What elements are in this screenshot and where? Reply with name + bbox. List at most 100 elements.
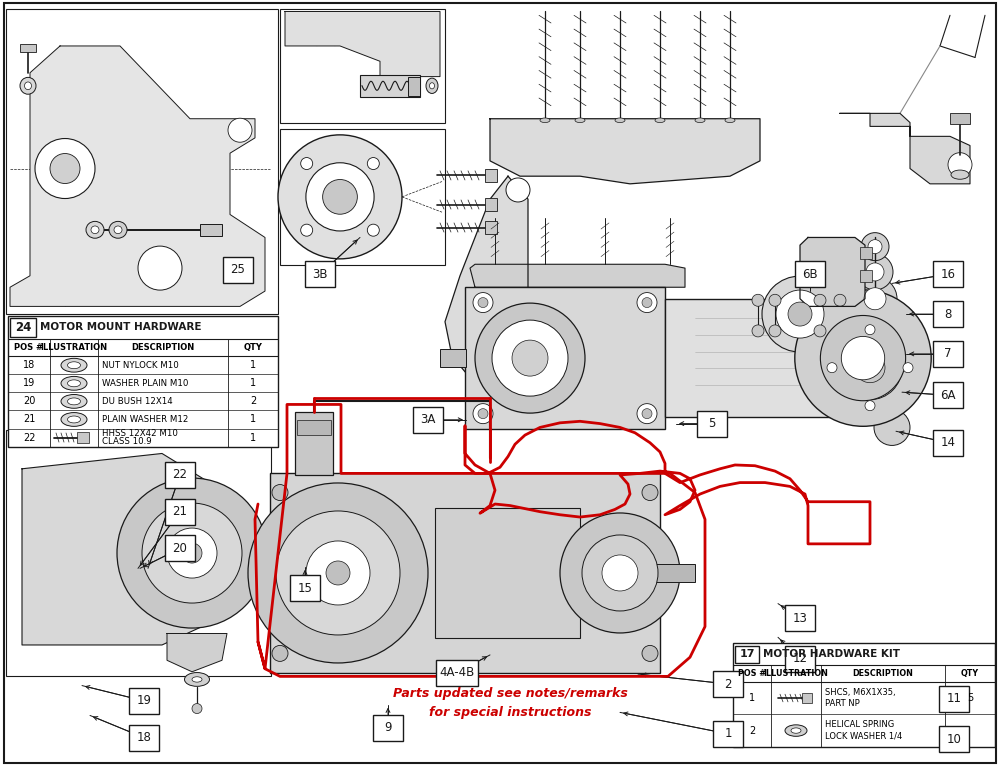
Bar xyxy=(77,432,89,443)
Circle shape xyxy=(323,179,357,214)
Text: Parts updated see notes/remarks
for special instructions: Parts updated see notes/remarks for spec… xyxy=(393,687,627,719)
Text: 10: 10 xyxy=(947,733,961,745)
Ellipse shape xyxy=(68,416,81,423)
Text: 13: 13 xyxy=(793,612,807,624)
Bar xyxy=(860,247,872,259)
Text: WASHER PLAIN M10: WASHER PLAIN M10 xyxy=(102,379,188,388)
Circle shape xyxy=(228,118,252,142)
Text: 21: 21 xyxy=(23,414,35,424)
Bar xyxy=(280,129,445,265)
Circle shape xyxy=(822,319,918,416)
Bar xyxy=(280,9,445,123)
Ellipse shape xyxy=(114,226,122,234)
Bar xyxy=(436,660,478,686)
Bar xyxy=(650,564,695,582)
Bar xyxy=(373,715,403,741)
Circle shape xyxy=(492,320,568,396)
Bar xyxy=(697,411,727,437)
Circle shape xyxy=(367,158,379,169)
Bar xyxy=(440,349,466,368)
Text: 2: 2 xyxy=(250,396,256,407)
Bar xyxy=(465,287,665,429)
Text: 19: 19 xyxy=(136,695,152,707)
Bar xyxy=(939,726,969,752)
Text: HHSS 12X42 M10: HHSS 12X42 M10 xyxy=(102,430,178,438)
Ellipse shape xyxy=(951,170,969,179)
Circle shape xyxy=(367,224,379,236)
Circle shape xyxy=(478,297,488,308)
Circle shape xyxy=(272,485,288,500)
Bar xyxy=(305,261,335,287)
Text: ILLUSTRATION: ILLUSTRATION xyxy=(40,343,108,352)
Bar xyxy=(270,473,660,673)
Circle shape xyxy=(478,340,518,380)
Circle shape xyxy=(582,535,658,611)
Text: QTY: QTY xyxy=(961,669,979,678)
Circle shape xyxy=(788,302,812,326)
Circle shape xyxy=(903,362,913,373)
Ellipse shape xyxy=(430,83,434,89)
Bar xyxy=(485,198,497,211)
Circle shape xyxy=(948,152,972,177)
Ellipse shape xyxy=(540,118,550,123)
Circle shape xyxy=(866,263,884,281)
Bar xyxy=(735,646,759,663)
Ellipse shape xyxy=(655,118,665,123)
Bar xyxy=(785,605,815,631)
Polygon shape xyxy=(470,264,685,287)
Text: 15: 15 xyxy=(298,582,312,594)
Circle shape xyxy=(865,325,875,335)
Bar xyxy=(939,686,969,712)
Circle shape xyxy=(560,513,680,633)
Text: POS #: POS # xyxy=(738,669,766,678)
Bar xyxy=(8,316,278,447)
Text: SHCS, M6X1X35,: SHCS, M6X1X35, xyxy=(825,688,896,696)
Text: 16: 16 xyxy=(940,268,956,280)
Text: 24: 24 xyxy=(15,321,31,334)
Bar xyxy=(290,575,320,601)
Circle shape xyxy=(865,401,875,411)
Bar xyxy=(485,169,497,182)
Circle shape xyxy=(642,485,658,500)
Text: 9: 9 xyxy=(384,722,392,734)
Circle shape xyxy=(306,541,370,605)
Circle shape xyxy=(278,135,402,259)
Text: 1: 1 xyxy=(250,414,256,424)
Polygon shape xyxy=(800,237,865,306)
Polygon shape xyxy=(840,113,970,184)
Ellipse shape xyxy=(68,362,81,368)
Circle shape xyxy=(512,340,548,376)
Text: MOTOR MOUNT HARDWARE: MOTOR MOUNT HARDWARE xyxy=(40,322,202,332)
Text: 2: 2 xyxy=(749,725,755,735)
Circle shape xyxy=(868,240,882,254)
Ellipse shape xyxy=(20,77,36,94)
Circle shape xyxy=(50,153,80,184)
Ellipse shape xyxy=(426,78,438,93)
Bar xyxy=(223,257,253,283)
Ellipse shape xyxy=(86,221,104,238)
Bar xyxy=(297,420,331,435)
Bar xyxy=(360,75,420,97)
Bar xyxy=(485,221,497,234)
Text: 20: 20 xyxy=(173,542,187,555)
Circle shape xyxy=(752,325,764,337)
Text: 7: 7 xyxy=(944,348,952,360)
Bar xyxy=(713,721,743,747)
Text: 1: 1 xyxy=(250,433,256,443)
Circle shape xyxy=(306,162,374,231)
Text: NUT NYLOCK M10: NUT NYLOCK M10 xyxy=(102,361,179,370)
Circle shape xyxy=(192,703,202,714)
Bar xyxy=(20,44,36,52)
Text: DESCRIPTION: DESCRIPTION xyxy=(853,669,913,678)
Bar xyxy=(933,301,963,327)
Text: LOCK WASHER 1/4: LOCK WASHER 1/4 xyxy=(825,732,902,741)
Ellipse shape xyxy=(61,376,87,390)
Bar xyxy=(713,671,743,697)
Bar xyxy=(10,318,36,337)
Text: 4A-4B: 4A-4B xyxy=(439,666,475,679)
Circle shape xyxy=(861,233,889,260)
Circle shape xyxy=(473,293,493,313)
Circle shape xyxy=(142,503,242,603)
Circle shape xyxy=(248,483,428,663)
Text: 17: 17 xyxy=(739,649,755,660)
